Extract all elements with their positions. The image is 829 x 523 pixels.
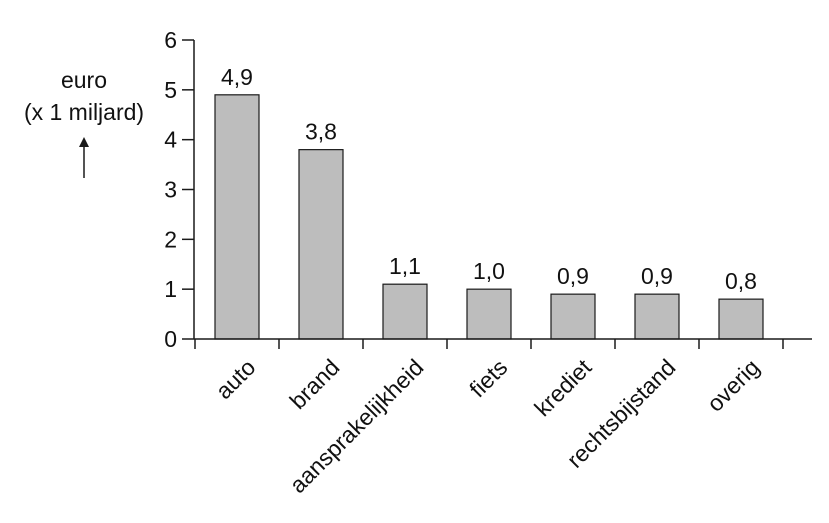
bar-brand (298, 149, 344, 340)
bar-auto (214, 94, 260, 340)
y-tick-label: 5 (164, 77, 177, 103)
data-label-auto: 4,9 (221, 64, 253, 90)
bar-krediet (550, 293, 596, 340)
data-label-fiets: 1,0 (473, 258, 505, 284)
category-label-fiets: fiets (464, 354, 512, 402)
y-axis-label-line2: (x 1 miljard) (24, 99, 144, 125)
y-tick-label: 3 (164, 177, 177, 203)
category-label-krediet: krediet (529, 354, 597, 422)
data-labels: 4,9 3,8 1,1 1,0 0,9 0,9 0,8 (221, 64, 757, 294)
y-tick-label: 2 (164, 226, 177, 252)
bar-overig (718, 298, 764, 340)
category-label-overig: overig (702, 354, 765, 417)
bar-fiets (466, 288, 512, 340)
y-tick-label: 4 (164, 127, 177, 153)
data-label-krediet: 0,9 (557, 263, 589, 289)
bars (194, 94, 784, 349)
bar-aansprakelijkheid (382, 283, 428, 340)
y-axis-arrow-icon (79, 137, 89, 178)
data-label-rechtsbijstand: 0,9 (641, 263, 673, 289)
y-axis-label-line1: euro (61, 67, 107, 93)
data-label-overig: 0,8 (725, 268, 757, 294)
category-label-brand: brand (284, 354, 344, 414)
y-axis-label: euro (x 1 miljard) (24, 67, 144, 178)
y-tick-label: 6 (164, 27, 177, 53)
y-tick-label: 0 (164, 326, 177, 352)
y-tick-label: 1 (164, 276, 177, 302)
category-label-auto: auto (210, 354, 260, 404)
bar-rechtsbijstand (634, 293, 680, 340)
data-label-brand: 3,8 (305, 119, 337, 145)
data-label-aansprakelijkheid: 1,1 (389, 253, 421, 279)
y-axis: 0 1 2 3 4 5 6 (164, 27, 194, 352)
